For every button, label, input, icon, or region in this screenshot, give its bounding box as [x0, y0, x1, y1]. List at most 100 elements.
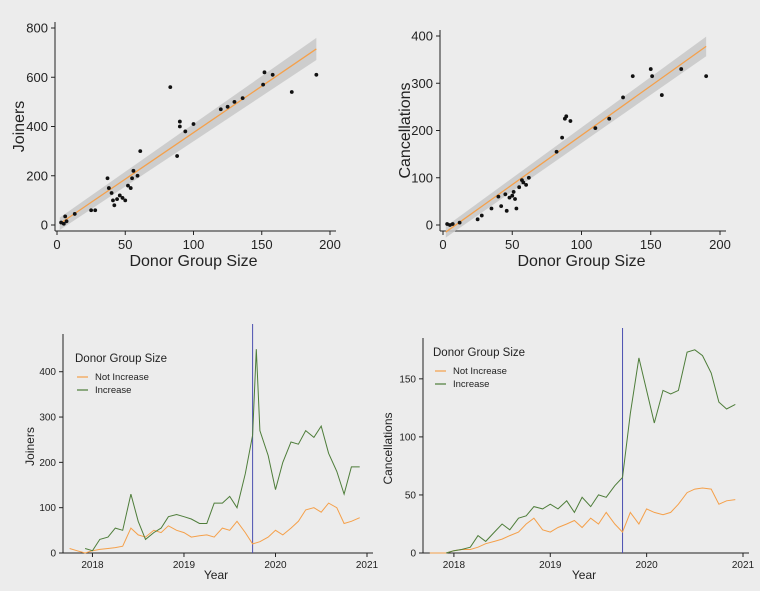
data-point	[61, 221, 66, 226]
chart-4: 0 50 100 150 2018 2019 2020 2021 Year Cancellatio…	[381, 328, 755, 582]
data-point	[450, 222, 455, 226]
x-tick-label: 100	[571, 237, 593, 252]
data-point	[568, 119, 573, 123]
series-line-1	[69, 502, 360, 554]
data-point	[177, 119, 182, 124]
y-tick-label: 200	[39, 458, 56, 469]
data-point	[123, 198, 128, 203]
data-point	[607, 116, 612, 121]
x-tick-label: 50	[505, 237, 519, 252]
data-point	[475, 217, 480, 222]
y-tick-label: 0	[410, 549, 416, 560]
y-tick-label: 300	[411, 76, 433, 91]
y-tick-label: 150	[399, 374, 416, 385]
data-point	[513, 197, 517, 201]
data-point	[499, 204, 504, 209]
x-tick-label: 0	[53, 237, 60, 252]
data-point	[457, 220, 462, 225]
data-point	[524, 182, 528, 187]
data-point	[225, 104, 230, 109]
fit-line	[445, 45, 707, 233]
legend-label: Increase	[453, 379, 489, 390]
data-point	[232, 99, 237, 104]
data-point	[109, 191, 114, 195]
x-tick-label: 200	[709, 237, 731, 252]
x-tick-label: 2021	[356, 560, 379, 571]
y-tick-label: 400	[26, 119, 48, 134]
data-point	[650, 74, 655, 79]
data-point	[111, 198, 115, 203]
data-point	[270, 72, 275, 77]
x-tick-label: 150	[640, 237, 662, 252]
data-point	[621, 95, 625, 100]
data-point	[64, 219, 69, 224]
data-point	[593, 126, 598, 131]
y-axis-label: Joiners	[23, 427, 37, 466]
chart-1: 0 200 400 600 800 0 50 100 150 200 Donor Group Siz…	[11, 21, 341, 270]
x-tick-label: 2019	[539, 560, 562, 571]
data-point	[659, 93, 664, 97]
y-tick-label: 400	[411, 29, 433, 44]
y-tick-label: 0	[50, 549, 56, 560]
y-tick-label: 200	[26, 168, 48, 183]
y-axis-label: Cancellations	[381, 412, 395, 484]
x-axis-label: Year	[572, 568, 596, 582]
data-point	[89, 208, 94, 213]
data-point	[510, 193, 515, 198]
data-point	[521, 180, 526, 185]
chart-3: 0 100 200 300 400 2018 2019 2020 2021 Year Joiners…	[23, 324, 379, 582]
y-tick-label: 100	[411, 170, 433, 185]
data-point	[648, 67, 653, 71]
x-axis-label: Donor Group Size	[129, 253, 257, 270]
data-point	[218, 107, 223, 112]
data-point	[93, 208, 98, 213]
data-point	[314, 72, 319, 77]
x-axis-label: Donor Group Size	[517, 253, 645, 270]
data-point	[177, 124, 182, 129]
series-line-2	[446, 349, 736, 554]
y-tick-label: 300	[39, 413, 56, 424]
data-point	[526, 175, 531, 180]
y-tick-label: 400	[39, 367, 56, 378]
data-point	[106, 186, 111, 190]
x-axis-label: Year	[204, 568, 228, 582]
data-point	[261, 82, 266, 87]
data-point	[564, 114, 569, 119]
confidence-band	[59, 37, 317, 230]
x-tick-label: 0	[439, 237, 446, 252]
data-point	[489, 206, 494, 211]
data-point	[517, 185, 522, 190]
y-axis-label: Cancellations	[397, 82, 414, 178]
legend-label: Not Increase	[453, 366, 507, 377]
data-point	[289, 90, 294, 94]
data-point	[135, 173, 140, 178]
legend-label: Not Increase	[95, 372, 149, 383]
data-point	[126, 183, 130, 188]
x-tick-label: 150	[251, 237, 273, 252]
legend-label: Increase	[95, 385, 131, 396]
y-tick-label: 50	[405, 490, 417, 501]
data-point	[183, 129, 188, 134]
y-tick-label: 100	[399, 432, 416, 443]
x-tick-label: 50	[118, 237, 132, 252]
data-point	[168, 85, 173, 89]
series-line-2	[84, 349, 360, 552]
data-point	[704, 74, 709, 79]
data-point	[630, 74, 635, 79]
legend-title: Donor Group Size	[433, 347, 525, 359]
data-point	[130, 176, 134, 181]
data-point	[63, 214, 68, 219]
data-point	[117, 193, 122, 198]
data-point	[554, 149, 559, 154]
data-point	[514, 206, 519, 211]
y-axis-label: Joiners	[11, 101, 28, 153]
data-point	[507, 195, 512, 200]
data-point	[131, 168, 136, 173]
y-tick-label: 600	[26, 70, 48, 85]
confidence-band	[445, 36, 707, 238]
data-point	[240, 96, 245, 101]
data-point	[72, 212, 77, 216]
data-point	[560, 135, 565, 140]
x-tick-label: 2018	[81, 560, 104, 571]
